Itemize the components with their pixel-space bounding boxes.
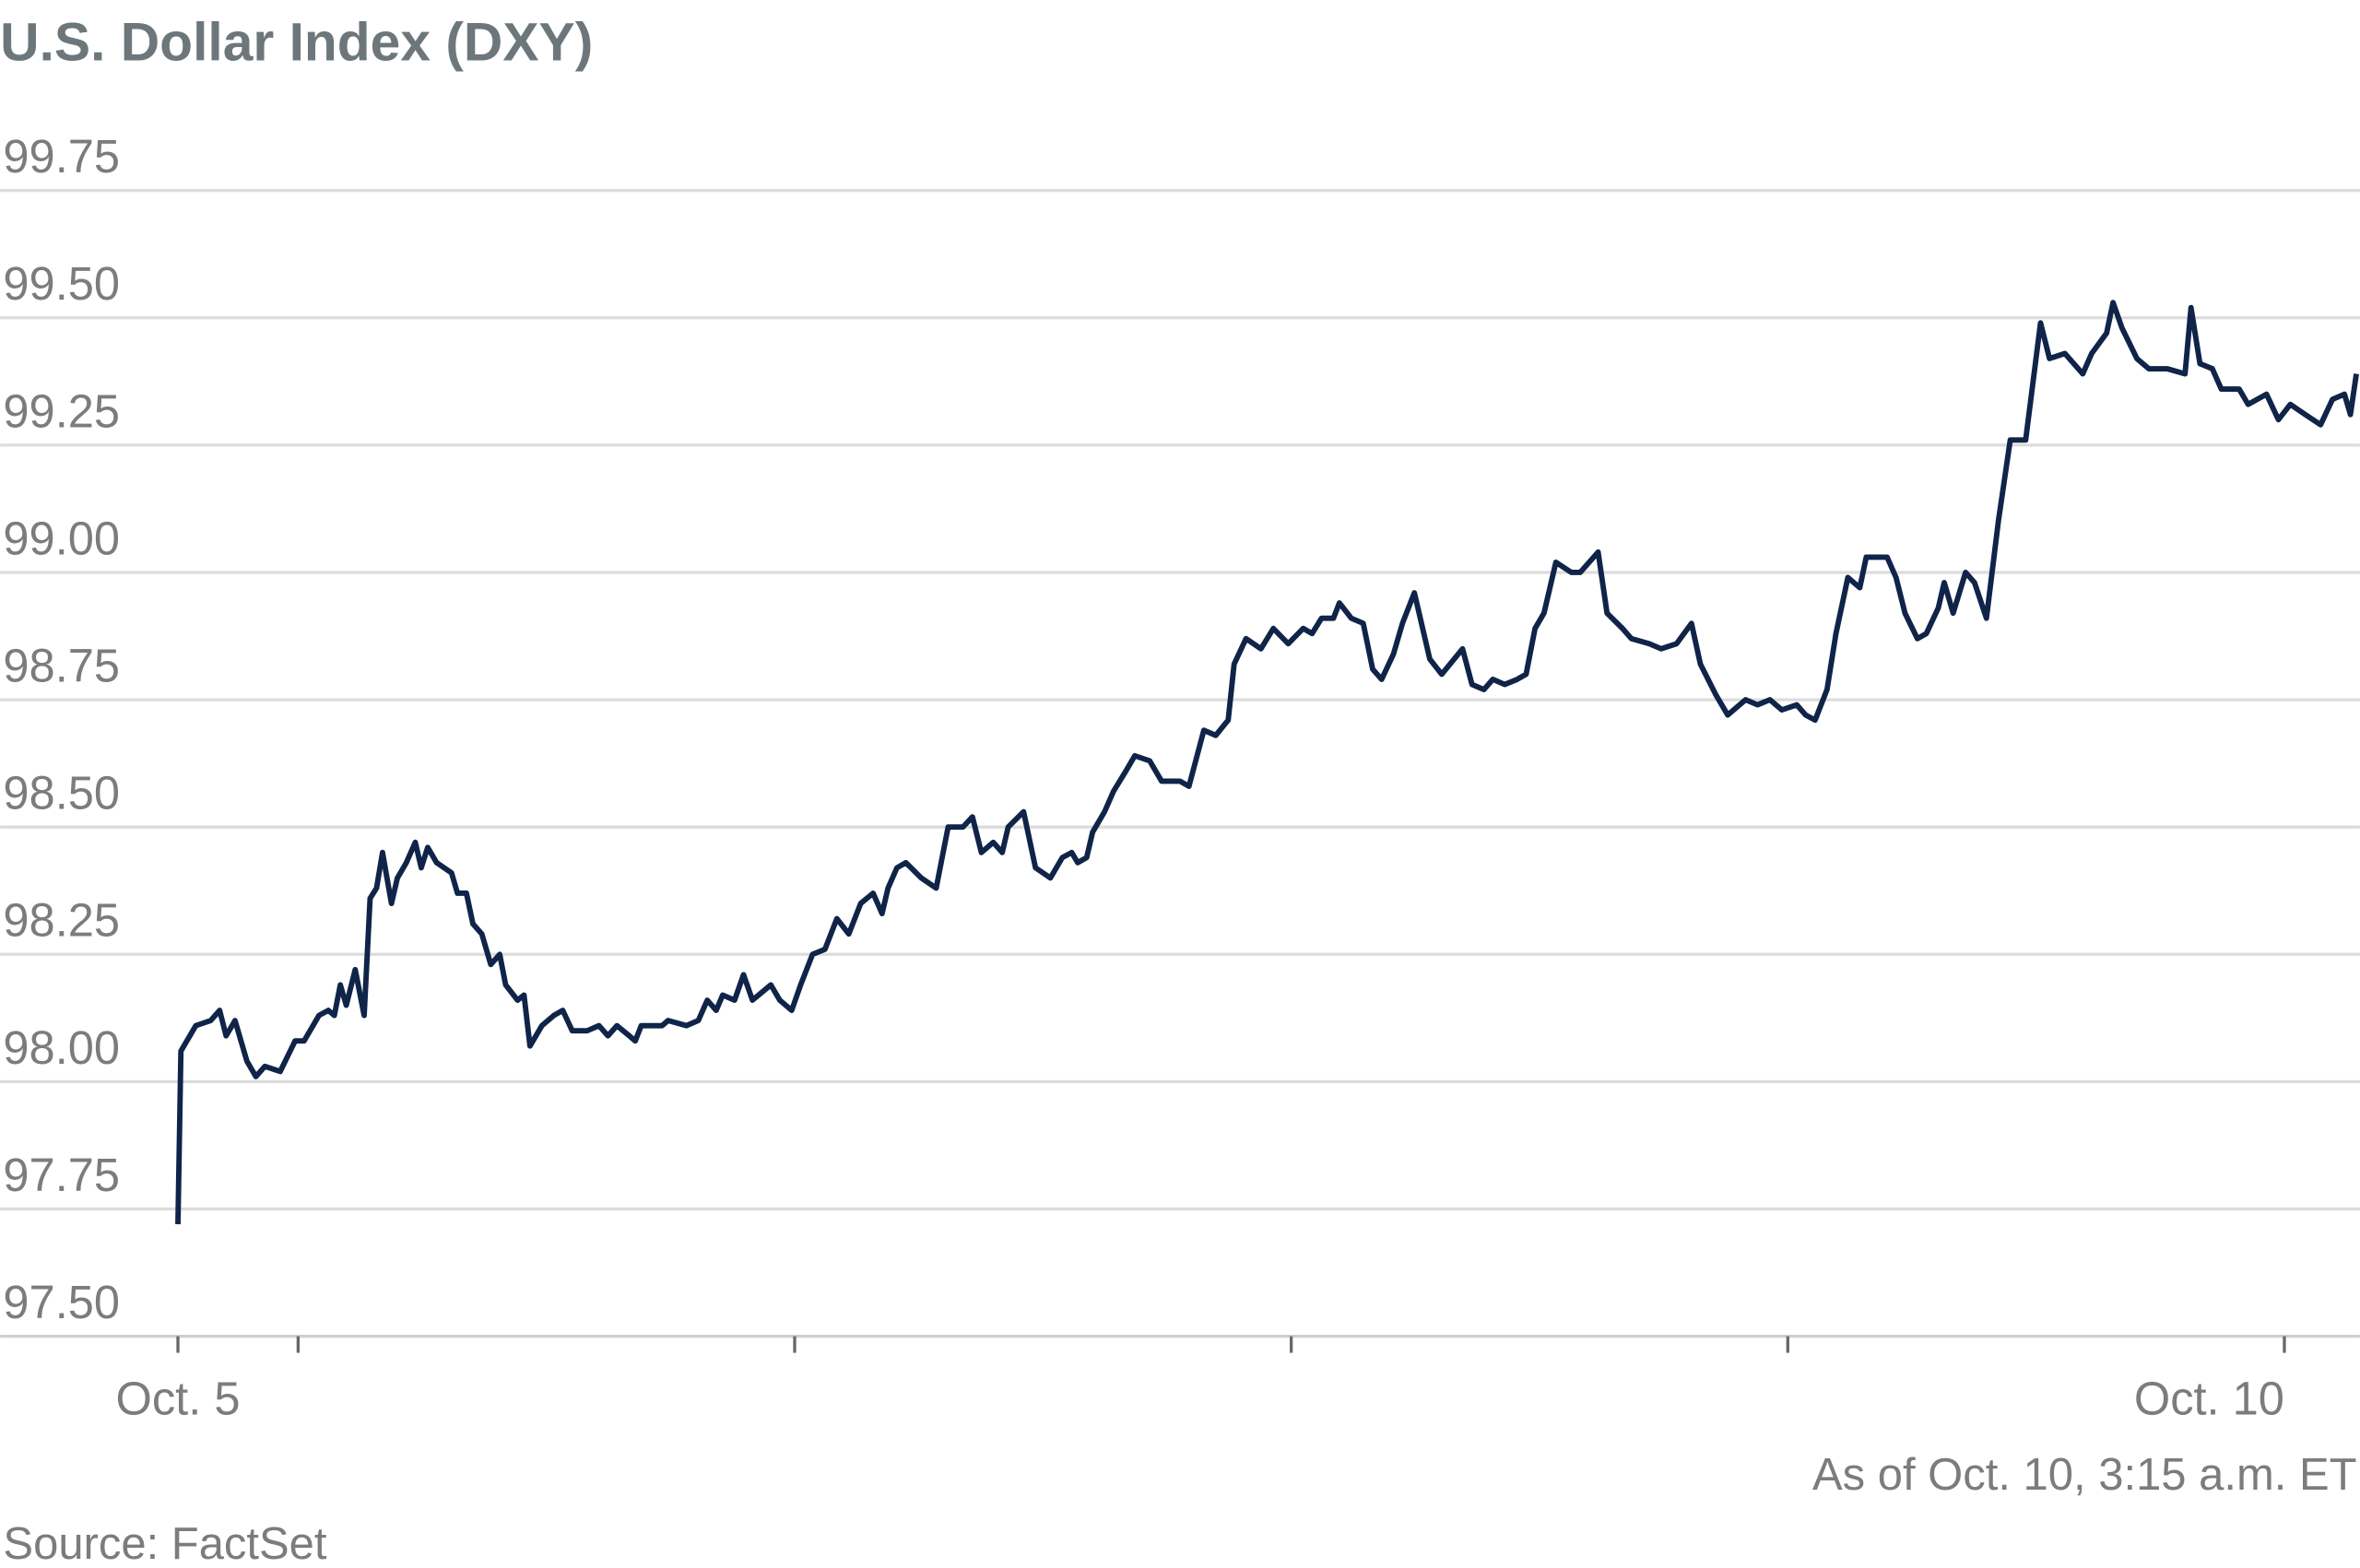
- chart-title: U.S. Dollar Index (DXY): [0, 12, 593, 72]
- y-tick-label: 98.50: [3, 767, 120, 819]
- y-tick-label: 97.50: [3, 1276, 120, 1328]
- y-tick-label: 99.25: [3, 384, 120, 437]
- y-tick-label: 98.25: [3, 894, 120, 947]
- source: Source: FactSet: [3, 1519, 326, 1568]
- annotation: As of Oct. 10, 3:15 a.m. ET: [1812, 1450, 2357, 1500]
- price-line: [175, 300, 2359, 1225]
- y-tick-label: 99.50: [3, 257, 120, 310]
- y-tick-label: 97.75: [3, 1149, 120, 1201]
- y-tick-label: 99.75: [3, 130, 120, 183]
- y-tick-label: 98.00: [3, 1021, 120, 1074]
- y-tick-label: 99.00: [3, 512, 120, 564]
- x-tick-label: Oct. 10: [2134, 1372, 2284, 1424]
- x-tick-label: Oct. 5: [116, 1372, 241, 1424]
- y-tick-label: 98.75: [3, 639, 120, 691]
